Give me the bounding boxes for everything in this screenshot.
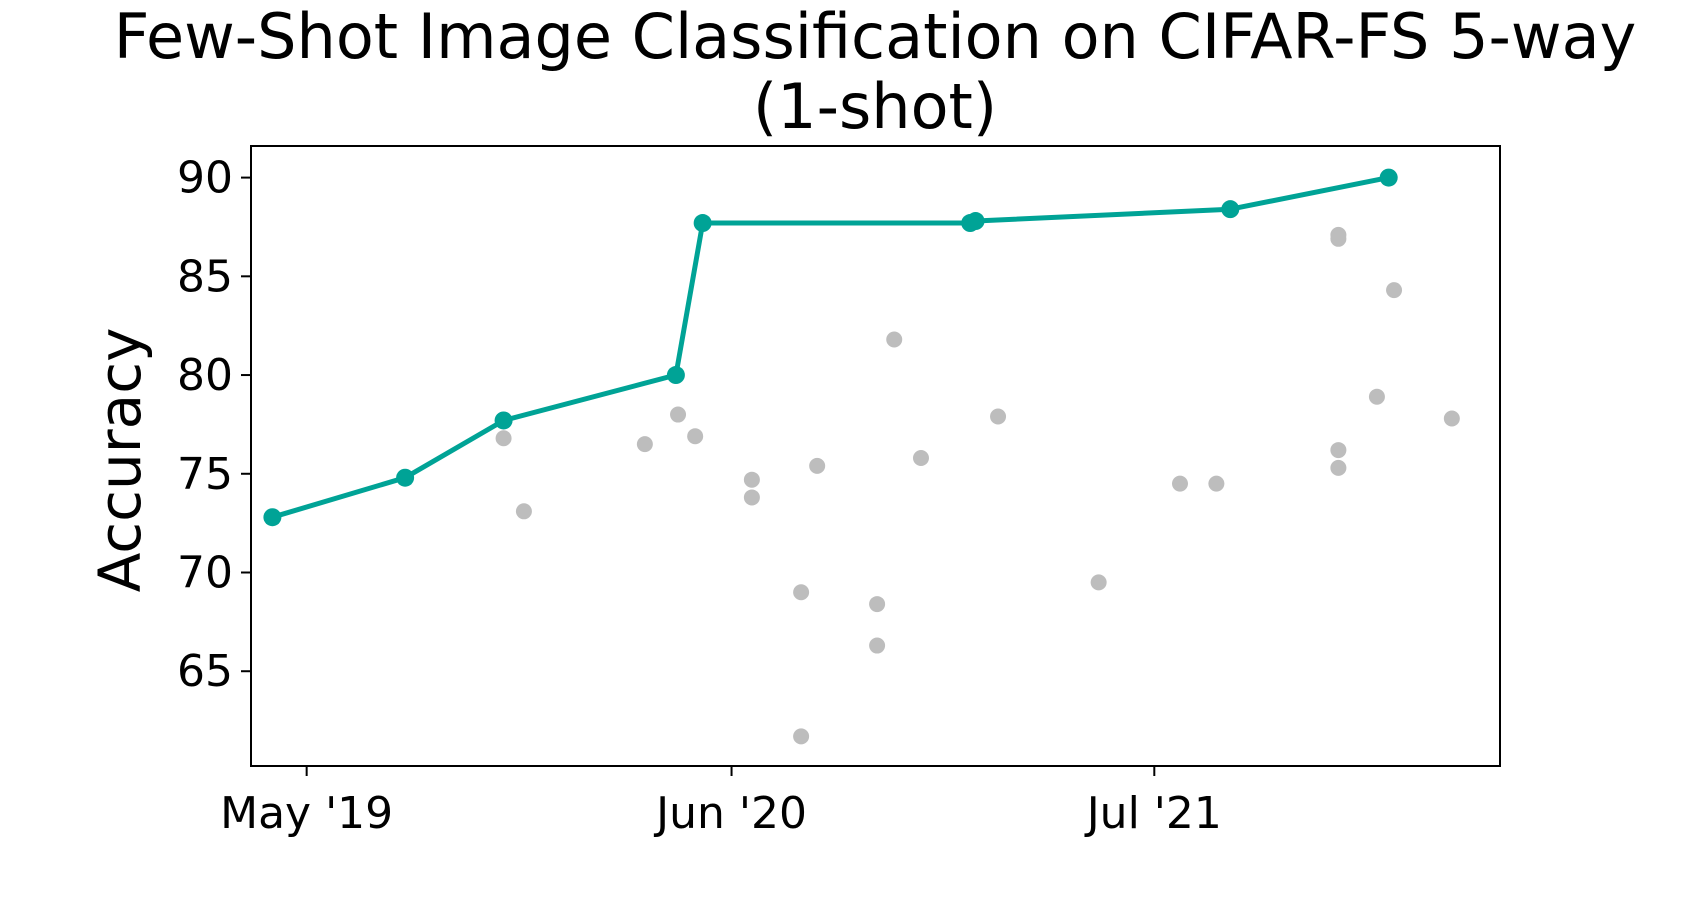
other-point [912,449,929,466]
y-tick-label: 90 [177,153,233,204]
other-point [1386,282,1403,299]
best-point [966,212,985,231]
x-axis: May '19 Jun '20 Jul '21 [220,766,1222,839]
other-point [1330,459,1347,476]
other-point [1330,230,1347,247]
other-point [687,428,704,445]
other-point [793,584,810,601]
best-point [1221,200,1240,219]
other-point [1208,475,1225,492]
best-point [693,214,712,233]
other-point [869,596,886,613]
chart-subtitle: (1-shot) [753,70,997,143]
y-axis: 65 70 75 80 85 90 [177,153,251,697]
best-series-line [271,175,1390,520]
x-tick-label: Jul '21 [1084,788,1222,839]
other-point [1090,574,1107,591]
best-point [1379,168,1398,187]
other-point [743,471,760,488]
other-point [515,503,532,520]
plot-frame [250,145,1501,767]
other-point [1330,442,1347,459]
other-point [793,728,810,745]
other-point [670,406,687,423]
other-point [495,430,512,447]
other-point [1368,388,1385,405]
other-point [743,489,760,506]
y-tick-label: 70 [177,547,233,598]
y-tick-label: 80 [177,350,233,401]
other-point [886,331,903,348]
other-point [1171,475,1188,492]
best-point [666,366,685,385]
other-points [495,226,1460,745]
y-axis-label: Accuracy [86,328,154,593]
x-tick-label: Jun '20 [653,788,807,839]
other-point [809,457,826,474]
chart-title: Few-Shot Image Classification on CIFAR-F… [114,0,1637,73]
y-tick-label: 75 [177,449,233,500]
other-point [869,637,886,654]
best-point [494,411,513,430]
other-point [636,436,653,453]
best-point [263,508,282,527]
other-point [1443,410,1460,427]
y-tick-label: 85 [177,251,233,302]
x-tick-label: May '19 [220,788,393,839]
other-point [990,408,1007,425]
y-tick-label: 65 [177,646,233,697]
best-point [396,468,415,487]
best-series [263,168,1398,527]
